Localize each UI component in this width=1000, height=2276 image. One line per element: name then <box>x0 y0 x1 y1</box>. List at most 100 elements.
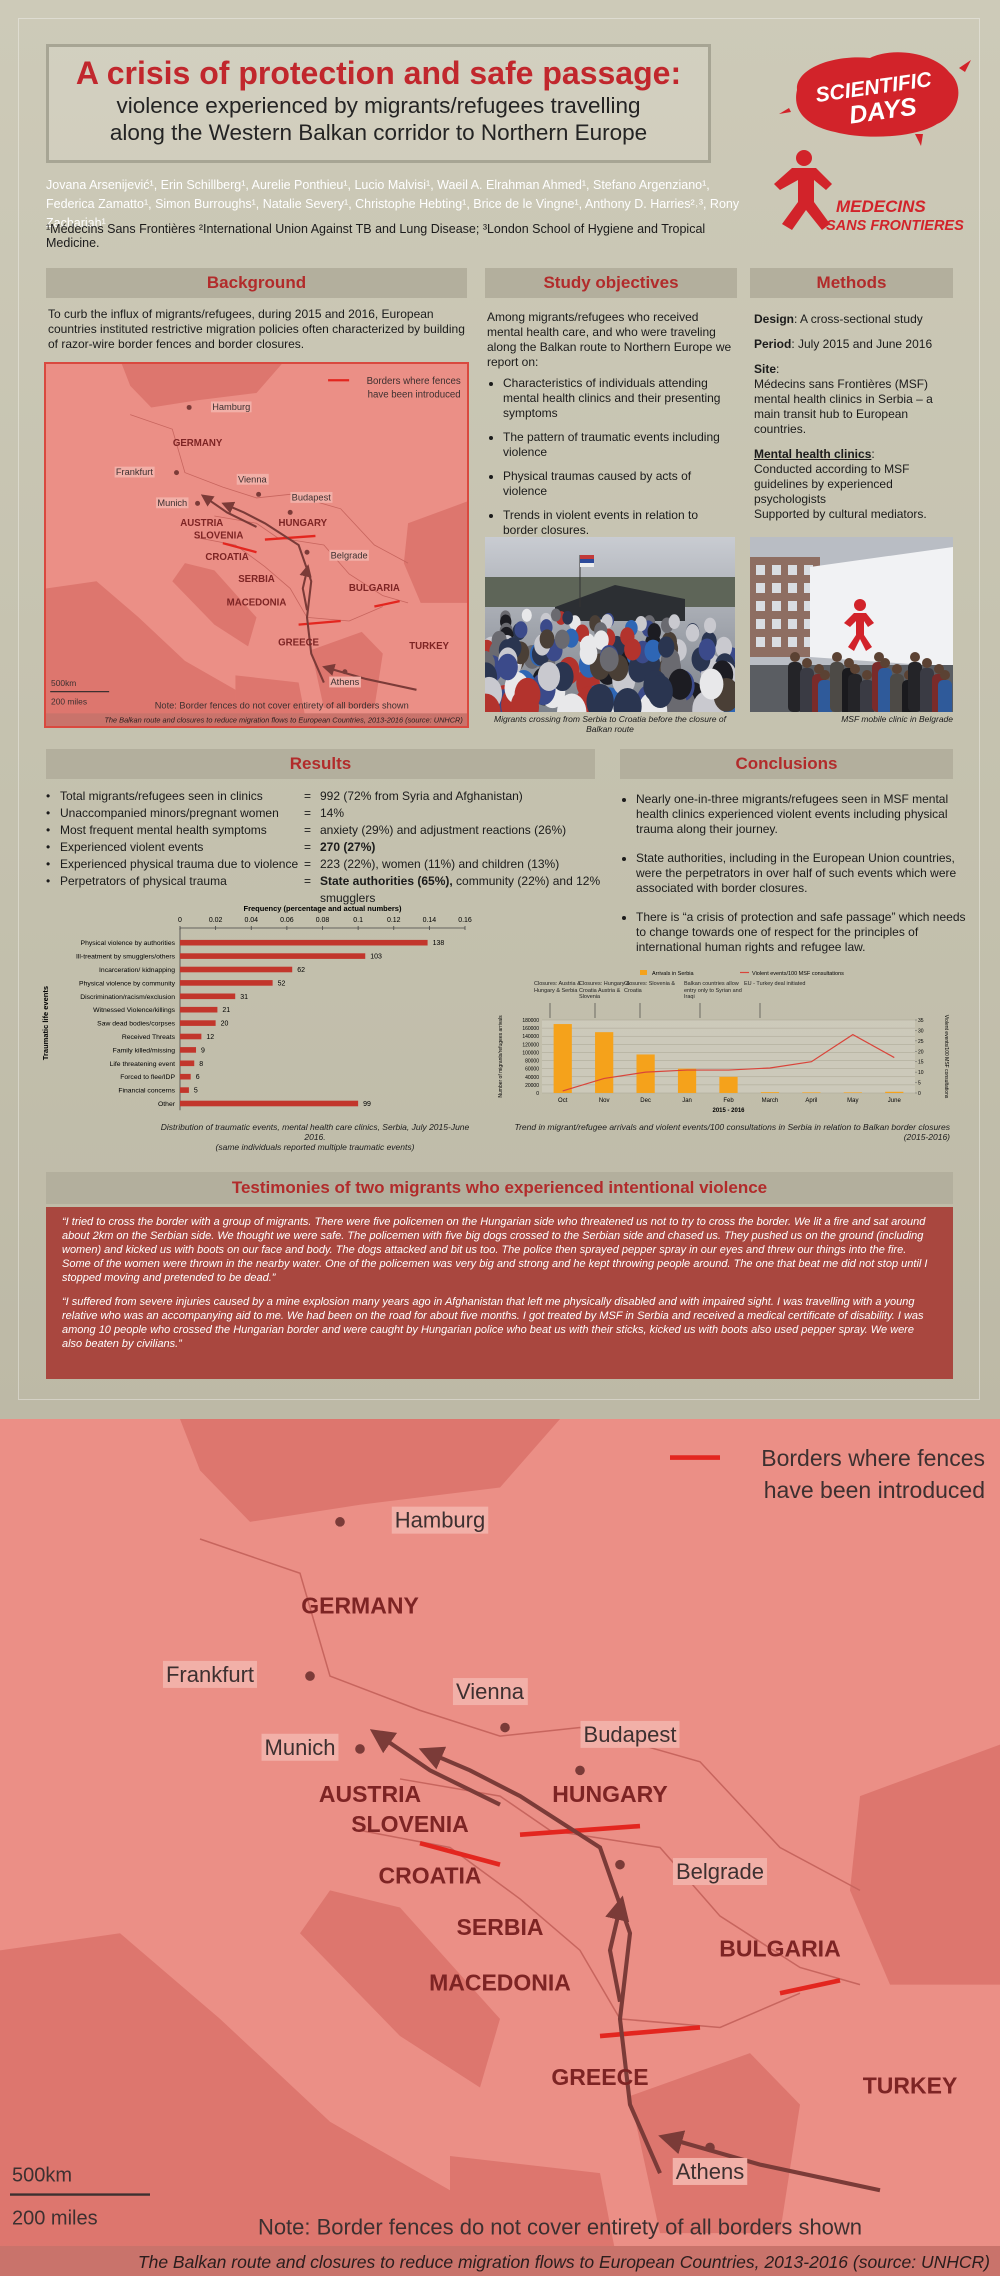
methods-item: Period: July 2015 and June 2016 <box>754 337 954 352</box>
result-equals: = <box>304 823 312 837</box>
y-tick-label: 120000 <box>522 1042 539 1048</box>
x-tick-label: 0.04 <box>244 917 258 924</box>
country-label: SLOVENIA <box>351 1811 469 1837</box>
map-sea <box>630 2053 800 2234</box>
value-label: 138 <box>433 940 445 947</box>
methods-text: : A cross-sectional study <box>794 312 923 326</box>
authors: Jovana Arsenijević¹, Erin Schillberg¹, A… <box>46 178 740 230</box>
map-sea <box>450 2156 620 2276</box>
country-label: MACEDONIA <box>227 597 287 608</box>
bar <box>180 1047 197 1053</box>
city-label: Frankfurt <box>166 1662 254 1687</box>
crowd <box>497 653 518 681</box>
map-sea <box>180 1419 560 1522</box>
result-value: 270 (27%) <box>320 839 606 856</box>
result-row: • Perpetrators of physical trauma = State a… <box>46 873 606 907</box>
bar-chart: Frequency (percentage and actual numbers… <box>41 904 472 1111</box>
bar <box>180 1033 202 1040</box>
map-border <box>199 1538 861 1892</box>
person-head <box>802 658 812 668</box>
city-label: Budapest <box>292 492 332 502</box>
country-label: GREECE <box>551 2064 648 2090</box>
result-text: 14% <box>320 806 345 820</box>
y-tick-label: 140000 <box>522 1034 539 1040</box>
crowd <box>699 668 724 700</box>
country-label: AUSTRIA <box>319 1781 421 1807</box>
label-bg <box>329 549 369 561</box>
y-tick-label: Physical violence by authorities <box>81 940 176 947</box>
result-value: State authorities (65%), community (22%)… <box>320 873 606 907</box>
bullet: • <box>46 789 51 803</box>
x-tick-label: 0 <box>178 917 182 924</box>
y-tick-label: 180000 <box>522 1018 539 1024</box>
annotation: Balkan countries allow entry only to Syr… <box>684 981 742 1000</box>
bullet: • <box>46 840 51 854</box>
msf-logo: MEDECINS SANS FRONTIERES <box>774 150 964 234</box>
methods-label: Design <box>754 312 795 326</box>
bar <box>180 1020 216 1026</box>
fence-line <box>419 1840 501 1867</box>
x-tick-label: March <box>762 1098 779 1104</box>
person-head <box>862 670 872 680</box>
crowd <box>635 616 647 632</box>
caption-strip <box>0 2246 1000 2276</box>
map-note: Note: Border fences do not cover entiret… <box>155 701 409 711</box>
map-note: Note: Border fences do not cover entiret… <box>258 2215 862 2240</box>
crowd <box>647 675 673 709</box>
crowd <box>658 636 675 658</box>
y-tick-label: 100000 <box>522 1050 539 1056</box>
bar <box>885 1091 904 1093</box>
window <box>804 637 813 647</box>
x-tick-label: 0.16 <box>458 917 472 924</box>
person-body <box>908 662 922 712</box>
title-box: A crisis of protection and safe passage:… <box>46 44 711 163</box>
city-label: Munich <box>157 498 187 508</box>
y-tick-label: Saw dead bodies/corpses <box>97 1021 175 1028</box>
person-head <box>790 652 800 662</box>
quote: “I tried to cross the border with a grou… <box>62 1216 928 1284</box>
x-tick-label: 0.06 <box>280 917 294 924</box>
crowd <box>550 608 561 622</box>
scale-label: 500km <box>51 678 76 688</box>
x-tick-label: Jan <box>682 1098 692 1104</box>
crowd <box>539 629 555 649</box>
bar <box>636 1054 655 1093</box>
map-sea <box>172 563 257 647</box>
value-label: 62 <box>297 967 305 974</box>
annotation: EU - Turkey deal initiated <box>744 981 806 987</box>
chart-caption: Distribution of traumatic events, mental… <box>150 1122 480 1152</box>
country-label: CROATIA <box>205 552 248 563</box>
x-tick-label: 0.14 <box>423 917 437 924</box>
bar <box>180 993 236 1000</box>
photo <box>750 537 953 712</box>
result-label: Total migrants/refugees seen in clinics <box>60 789 263 803</box>
x-tick-label: Oct <box>558 1098 568 1104</box>
y-tick-label: Physical violence by community <box>79 980 176 987</box>
label-bg <box>162 1660 258 1688</box>
objective-item: The pattern of traumatic events includin… <box>503 430 735 460</box>
country-label: GERMANY <box>173 438 223 449</box>
country-label: MACEDONIA <box>429 1970 571 1996</box>
crowd <box>556 693 587 712</box>
value-label: 103 <box>370 954 382 961</box>
subtitle: violence experienced by migrants/refugee… <box>116 93 641 118</box>
result-value: 992 (72% from Syria and Afghanistan) <box>320 788 606 805</box>
caption-line: Distribution of traumatic events, mental… <box>160 1122 470 1142</box>
bar <box>677 1068 697 1093</box>
person-body <box>848 674 862 712</box>
window <box>788 637 797 647</box>
bar <box>180 1100 359 1107</box>
label-bg <box>261 1733 339 1761</box>
crowd <box>554 629 570 649</box>
crowd <box>485 693 501 712</box>
subtitle: along the Western Balkan corridor to Nor… <box>109 120 648 145</box>
map-border <box>214 515 409 604</box>
city-dot <box>705 2142 715 2153</box>
legend-label: Borders where fences <box>761 1445 985 1471</box>
result-label: Experienced physical trauma due to viole… <box>60 857 299 871</box>
y2-tick-label: 10 <box>918 1070 924 1076</box>
y2-tick-label: 35 <box>918 1018 924 1024</box>
x-axis-title: 2015 - 2016 <box>712 1108 745 1114</box>
result-text: 223 (22%), women (11%) and children (13%… <box>320 857 560 871</box>
section-heading: Background <box>46 268 467 298</box>
